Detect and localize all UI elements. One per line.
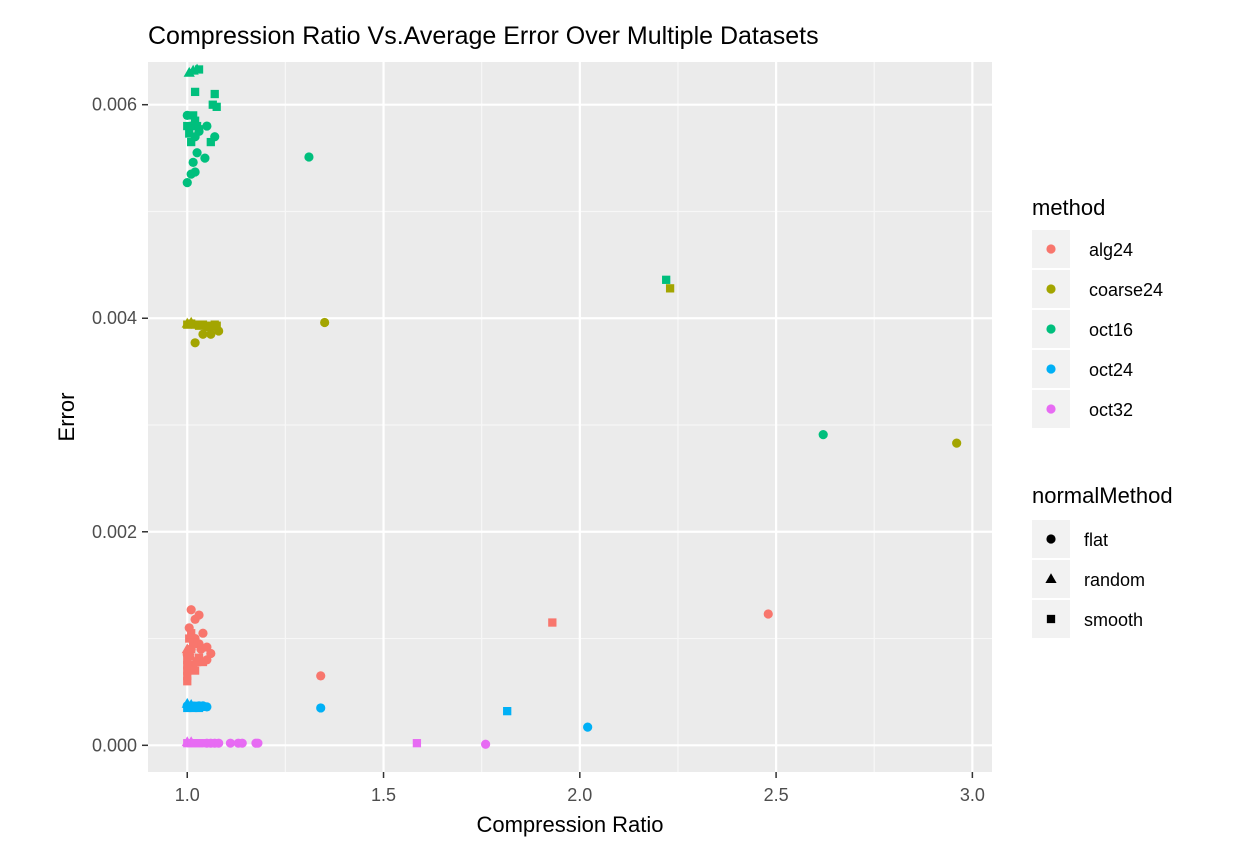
y-tick-label: 0.002 [92, 522, 137, 542]
y-tick-label: 0.006 [92, 95, 137, 115]
data-point-oct32 [481, 739, 491, 749]
minor-grid [148, 62, 992, 772]
data-point-alg24 [198, 628, 208, 638]
y-axis-title: Error [54, 393, 79, 442]
data-point-oct24 [196, 702, 206, 712]
y-tick-label: 0.004 [92, 308, 137, 328]
data-point-oct16 [188, 157, 198, 167]
data-point-alg24 [194, 610, 204, 620]
legend-key-alg24 [1046, 244, 1056, 254]
data-point-oct32 [237, 738, 247, 748]
legend-key-smooth [1046, 614, 1056, 624]
data-point-alg24 [189, 639, 198, 649]
data-point-oct16 [210, 89, 219, 99]
legend-label-oct24: oct24 [1089, 360, 1133, 380]
data-point-oct24 [316, 703, 326, 713]
data-point-oct16 [187, 137, 196, 147]
data-point-coarse24 [206, 329, 216, 339]
data-point-oct16 [194, 65, 204, 74]
data-point-alg24 [186, 605, 196, 615]
data-point-alg24 [183, 655, 192, 665]
data-point-alg24 [190, 666, 200, 675]
data-point-oct16 [818, 430, 828, 440]
data-point-oct16 [190, 87, 200, 97]
data-point-oct16 [304, 152, 314, 162]
legend-key-random [1045, 573, 1057, 584]
major-grid [148, 62, 992, 772]
data-point-oct16 [183, 121, 192, 131]
data-point-coarse24 [952, 438, 962, 448]
data-point-oct32 [253, 738, 263, 748]
legend-key-oct24 [1046, 364, 1056, 374]
legend-label-oct16: oct16 [1089, 320, 1133, 340]
data-point-oct16 [185, 129, 194, 138]
data-point-alg24 [185, 650, 194, 659]
x-tick-label: 2.0 [567, 785, 592, 805]
data-point-oct16 [202, 121, 212, 131]
data-point-oct24 [503, 707, 512, 716]
data-point-alg24 [763, 609, 773, 619]
data-point-oct16 [206, 137, 215, 147]
legend-normalmethod-title: normalMethod [1032, 483, 1173, 508]
legend-key-coarse24 [1046, 284, 1056, 294]
data-point-alg24 [202, 642, 212, 652]
legend-label-coarse24: coarse24 [1089, 280, 1163, 300]
data-point-alg24 [183, 677, 192, 686]
data-point-coarse24 [190, 338, 200, 348]
data-point-oct16 [189, 111, 198, 120]
data-point-alg24 [194, 653, 204, 662]
data-point-alg24 [192, 657, 202, 667]
y-axis-ticks: 0.000 0.002 0.004 0.006 [92, 95, 148, 755]
data-point-oct16 [662, 275, 671, 284]
legend-label-alg24: alg24 [1089, 240, 1133, 260]
x-tick-label: 1.5 [371, 785, 396, 805]
data-points [181, 63, 962, 749]
data-point-oct16 [190, 116, 200, 125]
x-axis-ticks: 1.0 1.5 2.0 2.5 3.0 [175, 772, 985, 805]
data-point-oct16 [190, 167, 200, 177]
legend-method: method alg24 coarse24 oct16 oct24 oct32 [1032, 195, 1163, 428]
data-point-alg24 [183, 671, 192, 681]
data-point-oct32 [225, 738, 236, 748]
legend-normalmethod: normalMethod flat random smooth [1032, 483, 1173, 638]
chart-title: Compression Ratio Vs.Average Error Over … [148, 22, 819, 50]
legend-label-random: random [1084, 570, 1145, 590]
data-point-alg24 [183, 661, 192, 670]
legend-key-flat [1046, 534, 1056, 544]
data-point-oct16 [192, 148, 202, 158]
x-tick-label: 3.0 [960, 785, 985, 805]
data-point-coarse24 [665, 284, 675, 293]
data-point-alg24 [316, 671, 326, 681]
x-tick-label: 1.0 [175, 785, 200, 805]
y-tick-label: 0.000 [92, 735, 137, 755]
data-point-coarse24 [212, 321, 221, 330]
legend-method-title: method [1032, 195, 1105, 220]
data-point-oct16 [194, 125, 204, 134]
data-point-oct16 [200, 153, 210, 163]
data-point-alg24 [183, 666, 192, 675]
x-tick-label: 2.5 [764, 785, 789, 805]
data-point-coarse24 [320, 317, 330, 328]
data-point-oct32 [412, 739, 422, 748]
data-point-oct16 [212, 102, 221, 111]
legend-key-oct16 [1046, 324, 1056, 334]
legend-label-smooth: smooth [1084, 610, 1143, 630]
data-point-oct16 [182, 178, 192, 188]
data-point-oct32 [214, 738, 224, 748]
data-point-oct24 [583, 722, 593, 732]
data-point-alg24 [187, 629, 196, 638]
data-point-coarse24 [198, 329, 208, 339]
legend-key-oct32 [1046, 404, 1056, 414]
data-point-alg24 [198, 657, 208, 667]
data-point-alg24 [187, 645, 196, 654]
legend-label-flat: flat [1084, 530, 1108, 550]
data-point-alg24 [185, 634, 194, 643]
plot-panel [148, 62, 992, 772]
data-point-oct32 [198, 739, 208, 748]
x-axis-title: Compression Ratio [476, 812, 663, 837]
data-point-alg24 [548, 618, 557, 627]
legend-label-oct32: oct32 [1089, 400, 1133, 420]
